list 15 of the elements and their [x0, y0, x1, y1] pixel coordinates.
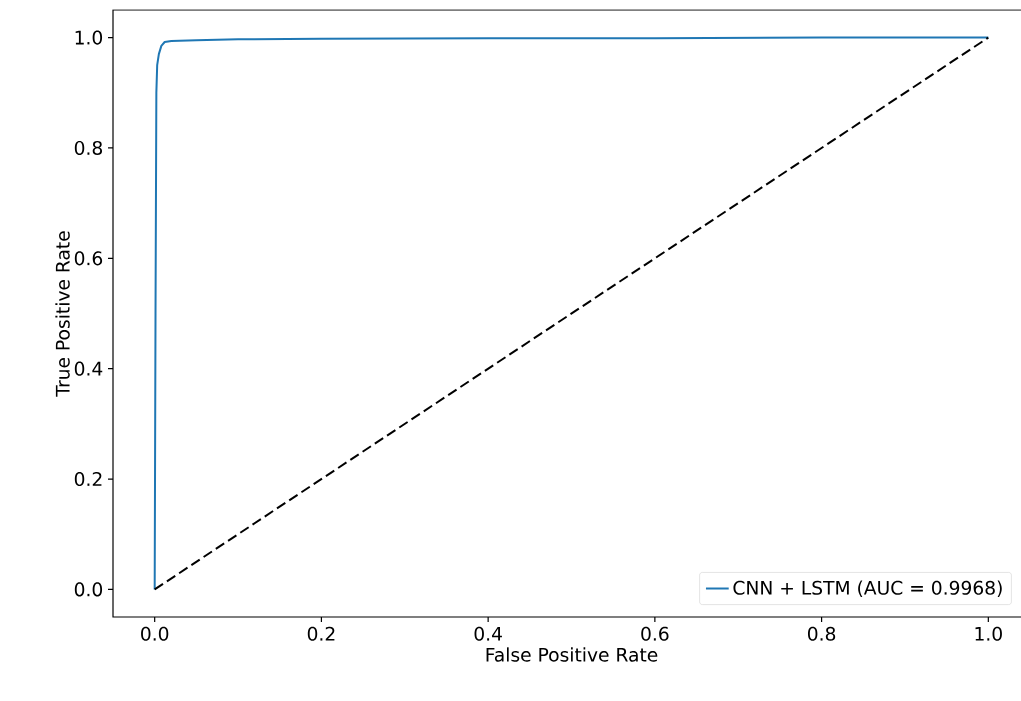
x-tick-label: 0.2	[307, 626, 335, 641]
y-tick-label: 0.2	[74, 471, 102, 487]
x-tick-label: 0.8	[807, 626, 836, 641]
y-tick-label: 0.4	[74, 361, 103, 376]
x-axis-title: False Positive Rate	[486, 647, 658, 662]
x-tick-label: 0.4	[474, 626, 502, 641]
x-tick-label: 0.0	[141, 626, 169, 641]
y-tick-label: 1.0	[75, 30, 103, 45]
y-tick-label: 0.6	[74, 251, 103, 266]
x-tick-label: 0.6	[641, 626, 669, 641]
x-tick-label: 1.0	[975, 626, 1002, 641]
y-axis-title: True Positive Rate	[55, 231, 70, 397]
y-tick-label: 0.8	[74, 140, 103, 156]
legend-label: CNN + LSTM (AUC = 0.9968)	[733, 580, 1002, 598]
y-tick-label: 0.0	[74, 582, 103, 597]
